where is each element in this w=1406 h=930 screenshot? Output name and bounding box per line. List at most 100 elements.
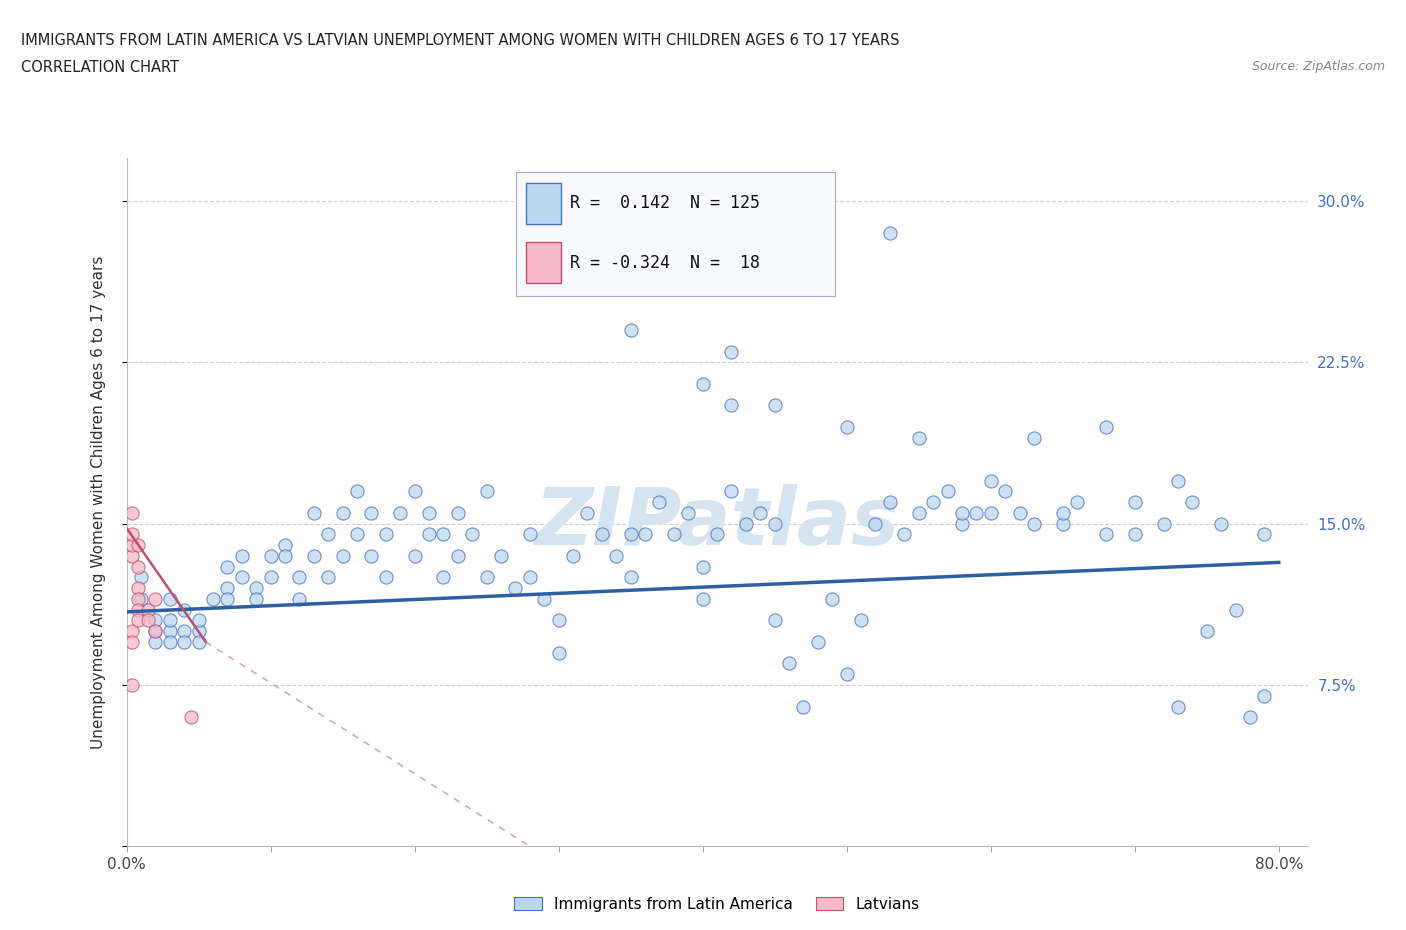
Point — [519, 527, 541, 542]
Point — [1153, 516, 1175, 531]
Point — [749, 506, 772, 521]
Point — [127, 613, 149, 628]
Point — [316, 527, 339, 542]
Point — [1008, 506, 1031, 521]
Point — [1022, 516, 1045, 531]
Point — [201, 591, 224, 606]
Point — [143, 634, 166, 649]
Point — [231, 549, 253, 564]
Point — [1167, 699, 1189, 714]
Point — [692, 591, 714, 606]
Point — [1052, 506, 1074, 521]
Point — [447, 549, 470, 564]
Point — [879, 226, 901, 241]
Point — [1211, 516, 1233, 531]
Point — [720, 484, 742, 498]
Text: CORRELATION CHART: CORRELATION CHART — [21, 60, 179, 75]
Point — [121, 634, 143, 649]
Point — [519, 570, 541, 585]
Point — [121, 624, 143, 639]
Point — [159, 591, 181, 606]
Point — [302, 549, 325, 564]
Point — [461, 527, 484, 542]
Point — [706, 527, 728, 542]
Point — [288, 570, 311, 585]
Point — [1123, 495, 1146, 510]
Point — [217, 580, 239, 596]
Point — [127, 580, 149, 596]
Point — [1239, 710, 1261, 724]
Point — [346, 484, 368, 498]
Point — [418, 527, 440, 542]
Point — [763, 613, 786, 628]
Point — [662, 280, 685, 295]
Point — [591, 527, 613, 542]
Point — [374, 527, 396, 542]
Point — [994, 484, 1017, 498]
Point — [127, 538, 149, 552]
Point — [418, 506, 440, 521]
Point — [734, 516, 756, 531]
Point — [447, 506, 470, 521]
Point — [720, 398, 742, 413]
Point — [127, 559, 149, 574]
Point — [187, 634, 209, 649]
Point — [121, 549, 143, 564]
Point — [187, 624, 209, 639]
Point — [159, 624, 181, 639]
Point — [346, 527, 368, 542]
Point — [835, 419, 858, 434]
Point — [136, 603, 159, 618]
Point — [893, 527, 915, 542]
Point — [121, 506, 143, 521]
Point — [302, 506, 325, 521]
Y-axis label: Unemployment Among Women with Children Ages 6 to 17 years: Unemployment Among Women with Children A… — [91, 256, 105, 749]
Legend: Immigrants from Latin America, Latvians: Immigrants from Latin America, Latvians — [508, 891, 927, 918]
Point — [865, 516, 887, 531]
Point — [849, 613, 872, 628]
Point — [143, 591, 166, 606]
Point — [1181, 495, 1204, 510]
Point — [121, 527, 143, 542]
Point — [576, 506, 599, 521]
Text: ZIPatlas: ZIPatlas — [534, 484, 900, 562]
Point — [1095, 419, 1118, 434]
Point — [980, 506, 1002, 521]
Point — [620, 570, 643, 585]
Point — [432, 527, 454, 542]
Point — [821, 591, 844, 606]
Point — [432, 570, 454, 585]
Point — [950, 516, 973, 531]
Text: Source: ZipAtlas.com: Source: ZipAtlas.com — [1251, 60, 1385, 73]
Point — [1022, 431, 1045, 445]
Point — [605, 549, 627, 564]
Point — [217, 559, 239, 574]
Point — [533, 591, 555, 606]
Point — [648, 495, 671, 510]
Point — [127, 603, 149, 618]
Point — [547, 613, 569, 628]
Point — [231, 570, 253, 585]
Point — [1123, 527, 1146, 542]
Point — [143, 624, 166, 639]
Point — [332, 506, 354, 521]
Point — [1066, 495, 1088, 510]
Point — [288, 591, 311, 606]
Point — [127, 591, 149, 606]
Point — [1195, 624, 1218, 639]
Point — [807, 634, 830, 649]
Point — [936, 484, 959, 498]
Point — [489, 549, 512, 564]
Point — [173, 624, 195, 639]
Point — [332, 549, 354, 564]
Point — [1253, 688, 1275, 703]
Point — [620, 323, 643, 338]
Point — [1225, 603, 1247, 618]
Point — [143, 613, 166, 628]
Point — [475, 570, 498, 585]
Point — [950, 506, 973, 521]
Point — [763, 516, 786, 531]
Point — [662, 527, 685, 542]
Point — [879, 495, 901, 510]
Point — [1095, 527, 1118, 542]
